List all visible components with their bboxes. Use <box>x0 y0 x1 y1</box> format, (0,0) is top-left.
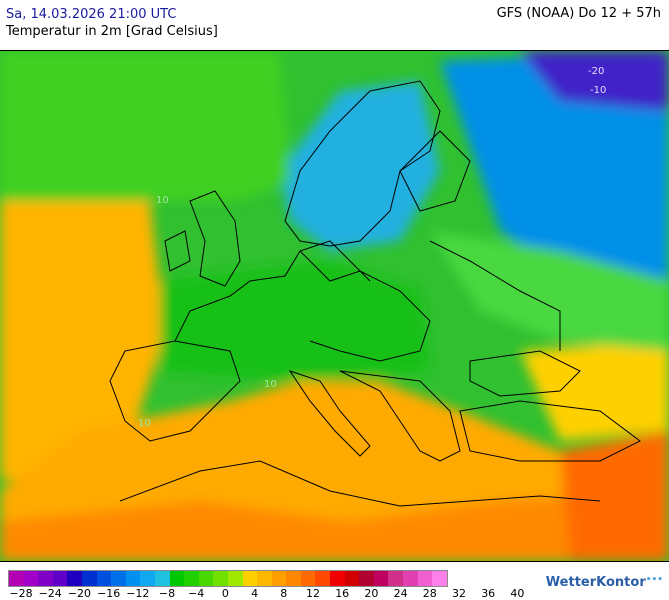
isotherm-label-neg20: -20 <box>588 66 604 77</box>
valid-date: Sa, 14.03.2026 21:00 UTC <box>6 7 177 22</box>
legend-tick-label: 0 <box>221 587 229 600</box>
legend-tick-label: −16 <box>96 587 121 600</box>
isotherm-label-10-b: 10 <box>264 379 277 390</box>
coastline-balkans <box>339 370 461 462</box>
cold-region-arctic <box>520 51 669 111</box>
legend-tick-label: −12 <box>126 587 150 600</box>
isotherm-label-10-a: 10 <box>156 195 169 206</box>
legend-swatch <box>257 571 272 586</box>
legend-swatch <box>125 571 141 586</box>
legend-swatch <box>403 571 418 586</box>
legend-swatch <box>198 571 214 586</box>
legend-tick-label: 12 <box>306 587 320 600</box>
temperature-map: -20 -10 10 10 10 <box>0 50 669 562</box>
legend-swatch <box>96 571 112 586</box>
isotherm-label-neg10: -10 <box>590 85 606 96</box>
legend-swatch <box>111 571 126 586</box>
legend-tick-label: 16 <box>335 587 350 600</box>
legend-swatch <box>154 571 170 586</box>
legend-swatch <box>169 571 185 586</box>
legend-tick-label: −20 <box>67 587 91 600</box>
legend-swatch <box>286 571 301 586</box>
border-eastern-europe <box>429 240 561 351</box>
cool-region-scandinavia <box>280 81 440 251</box>
coastline-iberia <box>109 340 241 442</box>
legend-tick-label: −28 <box>9 587 33 600</box>
legend-swatch <box>344 571 360 586</box>
legend-swatch <box>38 571 53 586</box>
parameter-title: Temperatur in 2m [Grad Celsius] <box>6 24 218 39</box>
isotherm-label-10-c: 10 <box>138 418 151 429</box>
legend-swatch <box>23 571 39 586</box>
coastline-italy <box>288 370 371 457</box>
legend-tick-label: −24 <box>38 587 62 600</box>
color-scale-tick-labels: −28 −24 −20 −16 −12 −8 −4 0 4 8 12 16 20 24 28 32 36 40 <box>0 587 560 600</box>
legend-swatch <box>81 571 97 586</box>
coastline-finland <box>399 130 471 212</box>
legend-swatch <box>388 571 404 586</box>
legend-swatch <box>417 571 433 586</box>
legend-tick-label: 24 <box>393 587 408 600</box>
legend-tick-label: 36 <box>481 587 496 600</box>
legend-swatch <box>300 571 316 586</box>
brand-name: WetterKontor <box>545 575 646 590</box>
legend-swatch <box>9 571 24 586</box>
legend-swatch <box>52 571 68 586</box>
legend-swatch <box>271 571 287 586</box>
legend-swatch <box>432 571 447 586</box>
hot-region-africa <box>0 491 669 561</box>
legend-tick-label: 4 <box>251 587 259 600</box>
legend-tick-label: −4 <box>188 587 205 600</box>
legend-swatch <box>184 571 199 586</box>
coastline-scandinavia <box>284 80 441 247</box>
warm-region-atlantic <box>0 201 165 481</box>
legend-tick-label: 40 <box>510 587 525 600</box>
coastline-british-isles <box>189 190 241 287</box>
legend-swatch <box>227 571 243 586</box>
legend-tick-label: −8 <box>158 587 176 600</box>
legend-swatch <box>140 571 155 586</box>
wetterkontor-logo: WetterKontor••• <box>546 575 663 590</box>
mild-region-atlantic <box>0 51 290 201</box>
legend-swatch <box>330 571 345 586</box>
coastline-ireland <box>164 230 191 272</box>
legend-swatch <box>373 571 389 586</box>
coastline-black-sea <box>469 350 581 397</box>
legend-tick-label: 20 <box>364 587 379 600</box>
model-run: GFS (NOAA) Do 12 + 57h <box>496 6 661 21</box>
coastline-north-africa <box>119 460 601 507</box>
legend-tick-label: 8 <box>280 587 288 600</box>
hot-region-egypt <box>560 431 669 561</box>
color-scale-legend <box>8 570 448 587</box>
legend-swatch <box>359 571 374 586</box>
legend-swatch <box>242 571 258 586</box>
legend-tick-label: 32 <box>452 587 466 600</box>
cool-region-eastern-europe <box>430 231 669 351</box>
map-header: Sa, 14.03.2026 21:00 UTC Temperatur in 2… <box>6 6 218 40</box>
legend-swatch <box>67 571 82 586</box>
legend-swatch <box>315 571 331 586</box>
legend-swatch <box>213 571 228 586</box>
coastline-western-europe <box>174 240 371 342</box>
coastline-turkey <box>459 400 641 462</box>
legend-tick-label: 28 <box>422 587 437 600</box>
cool-region-russia <box>440 51 669 281</box>
border-central-europe <box>299 250 431 362</box>
brand-dots-icon: ••• <box>645 575 663 585</box>
warm-region-turkey <box>520 341 669 441</box>
